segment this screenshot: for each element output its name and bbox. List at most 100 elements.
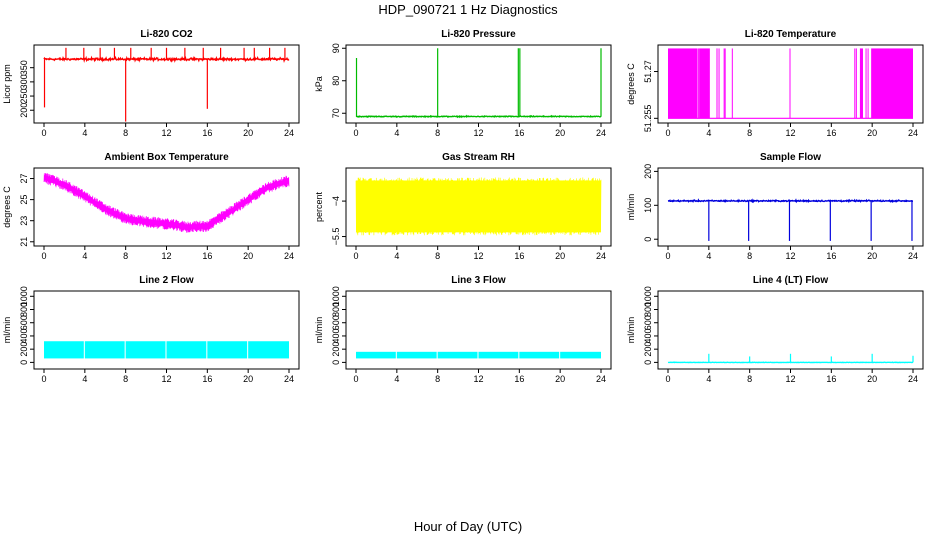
- x-tick-label: 0: [353, 251, 358, 261]
- x-tick-label: 4: [394, 374, 399, 384]
- panel-title: Li-820 Pressure: [441, 29, 516, 40]
- flow-band-segment-5: [207, 341, 248, 359]
- y-tick-label: −4: [331, 196, 341, 206]
- y-tick-label: 400: [643, 328, 653, 343]
- x-tick-label: 16: [826, 374, 836, 384]
- y-tick-label: 21: [19, 237, 29, 247]
- y-tick-label: 250: [19, 89, 29, 104]
- y-axis-label: ml/min: [314, 317, 324, 344]
- x-tick-label: 16: [514, 251, 524, 261]
- y-tick-label: 100: [643, 198, 653, 213]
- panel-title: Li-820 Temperature: [745, 29, 837, 40]
- flow-band-segment-5: [519, 351, 560, 359]
- series-8: [356, 351, 601, 359]
- x-tick-label: 0: [353, 128, 358, 138]
- temp-fill-band-1: [668, 48, 698, 119]
- x-tick-label: 8: [747, 128, 752, 138]
- x-tick-label: 12: [785, 374, 795, 384]
- x-tick-label: 0: [41, 251, 46, 261]
- y-tick-label: 200: [331, 342, 341, 357]
- y-tick-label: 800: [19, 302, 29, 317]
- temp-fill-band-3: [859, 48, 863, 119]
- flow-band-segment-6: [560, 351, 601, 359]
- x-tick-label: 4: [706, 374, 711, 384]
- y-tick-label: 300: [19, 74, 29, 89]
- x-tick-label: 24: [596, 374, 606, 384]
- x-axis-label: Hour of Day (UTC): [414, 519, 522, 534]
- x-tick-label: 24: [284, 374, 294, 384]
- chart-panel-3: 0 4 8 12 16 20 24 51.255 51.27 Li-820 Temperature…: [626, 29, 924, 138]
- axis-box: [657, 167, 924, 247]
- y-tick-label: 600: [19, 315, 29, 330]
- y-tick-label: 0: [643, 360, 653, 365]
- x-tick-label: 16: [514, 128, 524, 138]
- x-tick-label: 12: [785, 251, 795, 261]
- x-tick-label: 0: [41, 374, 46, 384]
- y-tick-label: 350: [19, 60, 29, 75]
- x-tick-label: 4: [82, 251, 87, 261]
- y-tick-label: 80: [331, 76, 341, 86]
- y-tick-label: 23: [19, 216, 29, 226]
- x-tick-label: 12: [161, 128, 171, 138]
- axis-box: [33, 167, 300, 247]
- x-tick-label: 20: [555, 374, 565, 384]
- y-tick-label: 400: [19, 328, 29, 343]
- series-5: [355, 177, 602, 236]
- y-tick-label: 200: [19, 103, 29, 118]
- y-tick-label: 200: [19, 342, 29, 357]
- x-tick-label: 4: [82, 374, 87, 384]
- chart-panel-6: 0 4 8 12 16 20 24 0 100 200 Sample Flow ml/min: [626, 152, 924, 261]
- y-tick-label: 1000: [643, 286, 653, 306]
- x-tick-label: 12: [473, 251, 483, 261]
- x-tick-label: 24: [908, 128, 918, 138]
- x-tick-label: 16: [202, 374, 212, 384]
- x-tick-label: 24: [908, 251, 918, 261]
- flow-band-segment-4: [166, 341, 207, 359]
- x-tick-label: 0: [665, 128, 670, 138]
- y-tick-label: 600: [643, 315, 653, 330]
- x-tick-label: 20: [243, 251, 253, 261]
- panel-title: Line 2 Flow: [139, 275, 194, 286]
- x-tick-label: 4: [394, 251, 399, 261]
- chart-panel-2: 0 4 8 12 16 20 24 70 80 90 Li-820 Pressure kPa: [314, 29, 612, 138]
- figure-title: HDP_090721 1 Hz Diagnostics: [378, 2, 558, 17]
- y-axis-label: percent: [314, 191, 324, 222]
- panel-title: Line 4 (LT) Flow: [753, 275, 829, 286]
- x-tick-label: 12: [161, 374, 171, 384]
- baseline-line: [355, 114, 602, 119]
- series-6: [667, 198, 913, 241]
- x-tick-label: 12: [473, 374, 483, 384]
- flow-band-segment-2: [84, 341, 125, 359]
- flow-band-segment-3: [125, 341, 166, 359]
- x-tick-label: 16: [826, 128, 836, 138]
- panel-title: Line 3 Flow: [451, 275, 506, 286]
- x-tick-label: 0: [665, 374, 670, 384]
- x-tick-label: 8: [747, 374, 752, 384]
- y-axis-label: ml/min: [626, 194, 636, 221]
- x-tick-label: 16: [202, 251, 212, 261]
- x-tick-label: 20: [867, 128, 877, 138]
- x-tick-label: 12: [473, 128, 483, 138]
- y-tick-label: 0: [643, 237, 653, 242]
- y-axis-label: degrees C: [2, 186, 12, 228]
- x-tick-label: 20: [867, 251, 877, 261]
- y-tick-label: 200: [643, 342, 653, 357]
- panel-title: Sample Flow: [760, 152, 821, 163]
- series-7: [44, 341, 289, 359]
- x-tick-label: 16: [826, 251, 836, 261]
- x-tick-label: 12: [161, 251, 171, 261]
- x-tick-label: 4: [706, 128, 711, 138]
- series-9: [667, 353, 914, 364]
- x-tick-label: 8: [123, 374, 128, 384]
- chart-panel-4: 0 4 8 12 16 20 24 21 23 25 27 Ambient Box Temperatu…: [2, 152, 300, 261]
- x-tick-label: 24: [284, 128, 294, 138]
- y-tick-label: 25: [19, 195, 29, 205]
- x-tick-label: 8: [435, 128, 440, 138]
- y-axis-label: kPa: [314, 76, 324, 92]
- x-tick-label: 0: [41, 128, 46, 138]
